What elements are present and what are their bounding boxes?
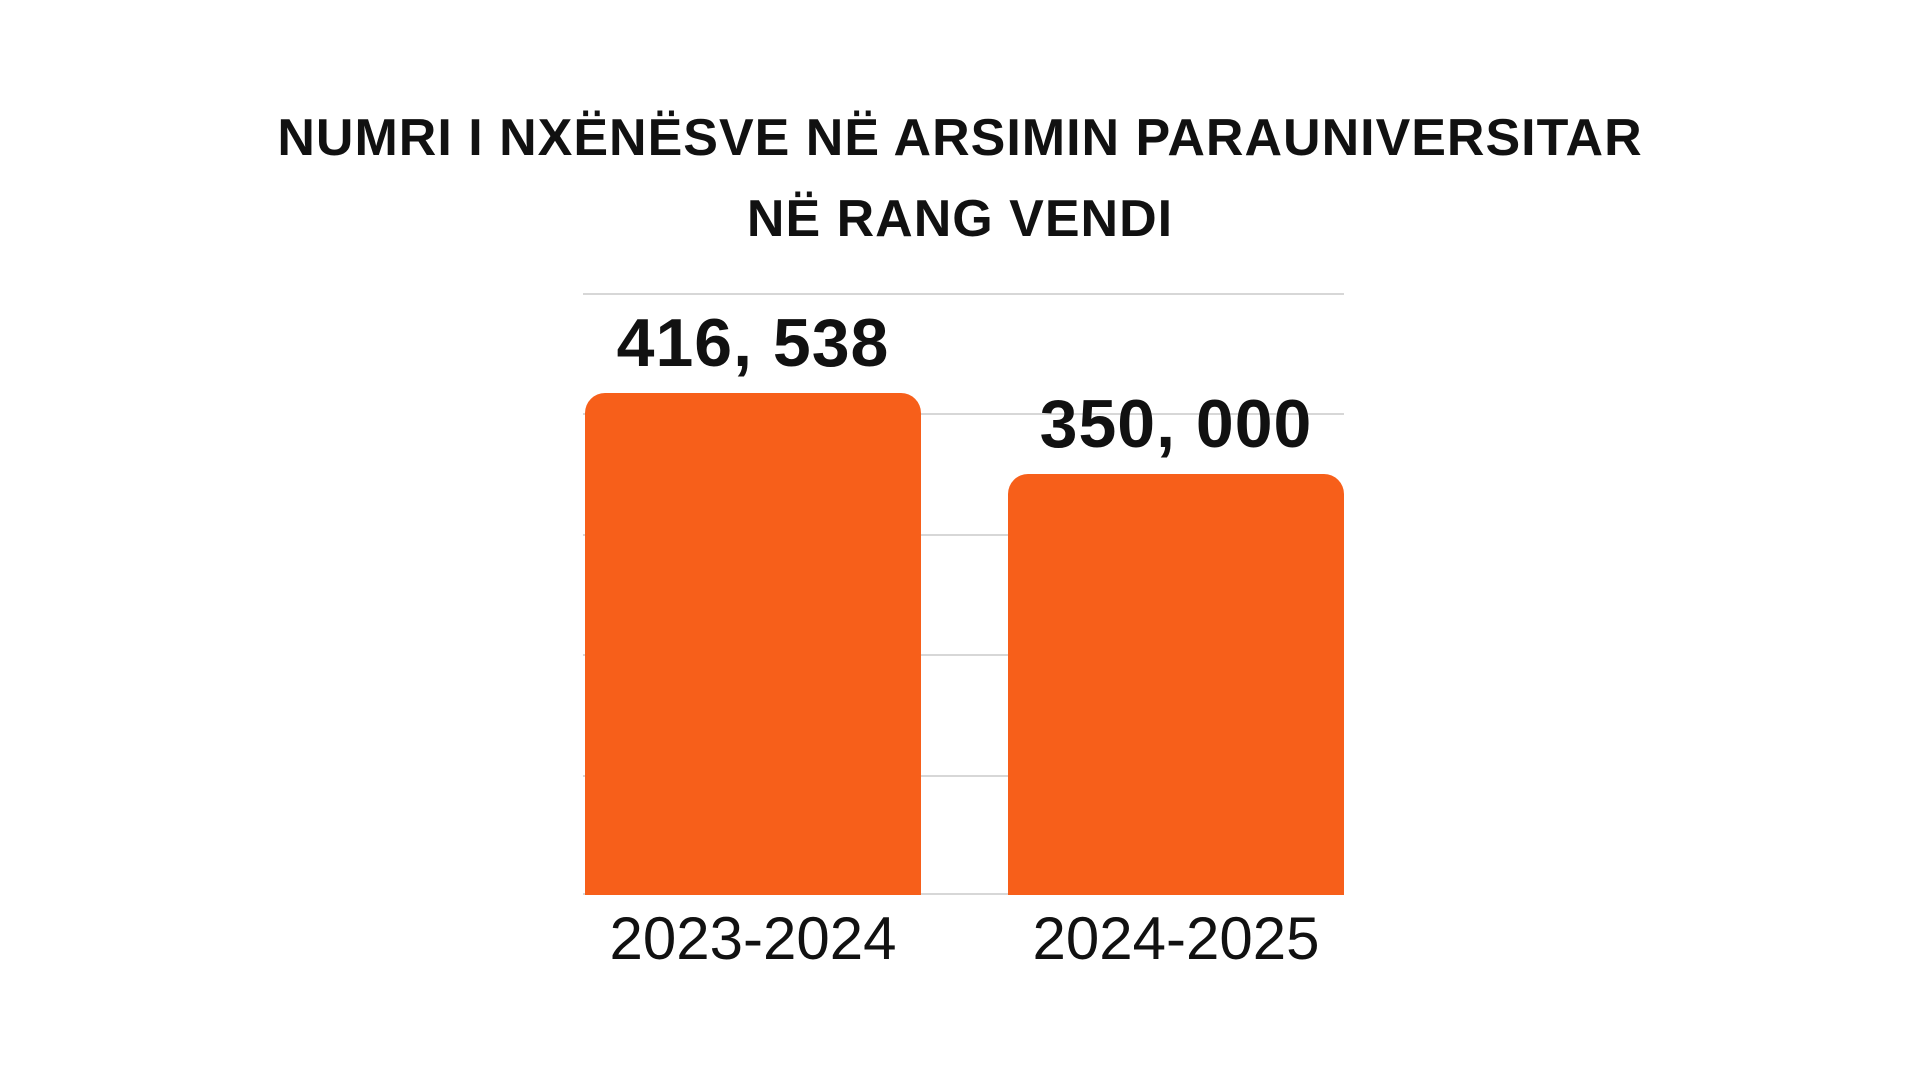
chart-title-line-2: NË RANG VENDI <box>746 190 1174 248</box>
gridline <box>583 413 1344 415</box>
category-label: 2023-2024 <box>609 905 897 972</box>
bar-2024-2025 <box>1008 474 1344 895</box>
gridline <box>583 293 1344 295</box>
gridline <box>583 654 1344 656</box>
gridline <box>583 534 1344 536</box>
chart-title-line-1: NUMRI I NXËNËSVE NË ARSIMIN PARAUNIVERSI… <box>277 109 1643 167</box>
gridline <box>583 775 1344 777</box>
gridline <box>583 893 1344 895</box>
bar-value-label: 350, 000 <box>1039 386 1313 462</box>
bar-2023-2024 <box>585 393 921 895</box>
plot-area: 416, 538 2023-2024 350, 000 2024-2025 <box>583 293 1344 972</box>
chart-title: NUMRI I NXËNËSVE NË ARSIMIN PARAUNIVERSI… <box>0 98 1920 260</box>
category-label: 2024-2025 <box>1032 905 1320 972</box>
bar-value-label: 416, 538 <box>616 305 890 381</box>
